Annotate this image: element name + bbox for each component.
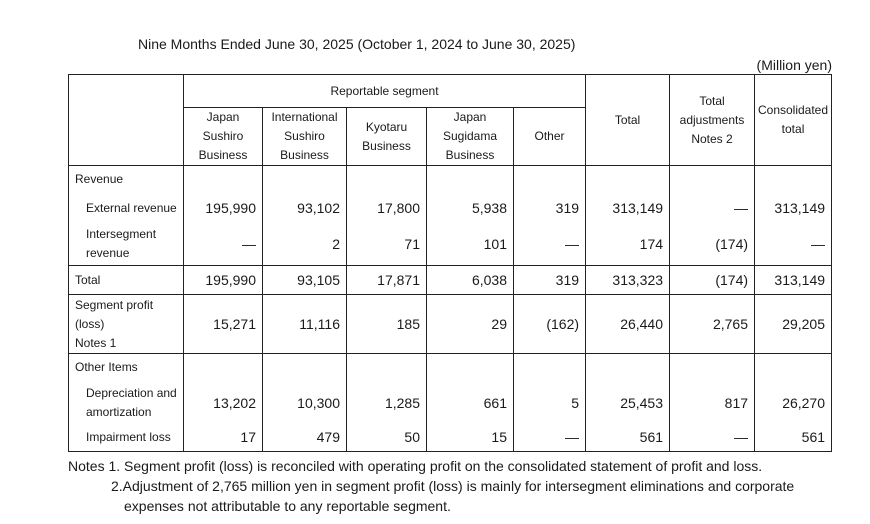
note-1: Notes 1. Segment profit (loss) is reconc… [68,458,763,474]
cell: 313,149 [585,193,671,224]
cell: 71 [346,223,427,266]
impairment-label: Impairment loss [68,424,184,452]
intersegment-revenue-label: Intersegment revenue [68,223,184,266]
cell: — [754,223,833,266]
row-intersegment-revenue: Intersegment revenue — 2 71 101 — 174 (17… [68,223,833,266]
cell: 1,285 [346,381,427,425]
cell: 2 [262,223,347,266]
row-other-items-label: Other Items [68,353,833,382]
header-japan-sugidama: Japan Sugidama Business [426,107,514,166]
cell: (174) [669,265,756,295]
cell: — [512,424,587,452]
cell: 5,938 [426,193,514,224]
cell: (174) [669,223,756,266]
cell: 10,300 [262,381,347,425]
cell: 195,990 [183,265,263,295]
cell: 479 [262,424,347,452]
page-heading: Nine Months Ended June 30, 2025 (October… [138,36,576,52]
cell: — [669,193,756,224]
row-depreciation: Depreciation and amortization 13,202 10,3… [68,381,833,425]
depreciation-label: Depreciation and amortization [68,381,184,425]
row-total: Total 195,990 93,105 17,871 6,038 319 31… [68,265,833,295]
cell: 185 [346,294,427,354]
cell: 13,202 [183,381,263,425]
row-external-revenue: External revenue 195,990 93,102 17,800 5… [68,193,833,224]
cell: 26,440 [585,294,671,354]
cell: 29 [426,294,514,354]
cell: 313,149 [754,265,833,295]
cell: 2,765 [669,294,756,354]
header-consolidated-total: Consolidated total [754,74,833,166]
segment-profit-label: Segment profit (loss) Notes 1 [68,294,184,354]
header-other: Other [512,107,587,166]
cell: 313,149 [754,193,833,224]
cell: 319 [512,193,587,224]
other-items-label: Other Items [68,353,184,382]
header-japan-sushiro: Japan Sushiro Business [183,107,263,166]
cell: (162) [512,294,587,354]
cell: 319 [512,265,587,295]
cell: 11,116 [262,294,347,354]
row-segment-profit: Segment profit (loss) Notes 1 15,271 11,11… [68,294,833,354]
cell: 17 [183,424,263,452]
header-intl-sushiro: International Sushiro Business [262,107,347,166]
header-reportable-segment: Reportable segment [182,74,587,108]
header-kyotaru: Kyotaru Business [346,107,427,166]
notes: Notes 1. Segment profit (loss) is reconc… [68,456,794,516]
cell: 15,271 [183,294,263,354]
note-2-line-1: 2.Adjustment of 2,765 million yen in seg… [111,478,795,494]
cell: 17,871 [346,265,427,295]
cell: 29,205 [754,294,833,354]
cell: 93,102 [262,193,347,224]
cell: — [669,424,756,452]
cell: 26,270 [754,381,833,425]
cell: — [183,223,263,266]
cell: 313,323 [585,265,671,295]
cell: 817 [669,381,756,425]
cell: 195,990 [183,193,263,224]
note-2-line-2: expenses not attributable to any reporta… [124,498,451,514]
row-revenue-label: Revenue [68,165,833,194]
segment-table: Reportable segment Total Total adjustmen… [68,74,833,452]
cell: 661 [426,381,514,425]
row-impairment: Impairment loss 17 479 50 15 — 561 — 561 [68,424,833,452]
cell: 50 [346,424,427,452]
cell: 561 [754,424,833,452]
unit-label: (Million yen) [756,57,832,73]
revenue-label: Revenue [68,165,184,194]
cell: 93,105 [262,265,347,295]
cell: 15 [426,424,514,452]
header-blank [68,74,184,166]
cell: 5 [512,381,587,425]
header-row-2: Japan Sushiro Business International Sushir… [69,107,832,166]
cell: 25,453 [585,381,671,425]
external-revenue-label: External revenue [68,193,184,224]
header-total-adjustments: Total adjustments Notes 2 [669,74,756,166]
cell: 17,800 [346,193,427,224]
cell: 6,038 [426,265,514,295]
cell: — [512,223,587,266]
total-label: Total [68,265,184,295]
header-row-1: Reportable segment Total Total adjustmen… [68,74,833,166]
cell: 174 [585,223,671,266]
header-total: Total [585,74,671,166]
cell: 101 [426,223,514,266]
cell: 561 [585,424,671,452]
